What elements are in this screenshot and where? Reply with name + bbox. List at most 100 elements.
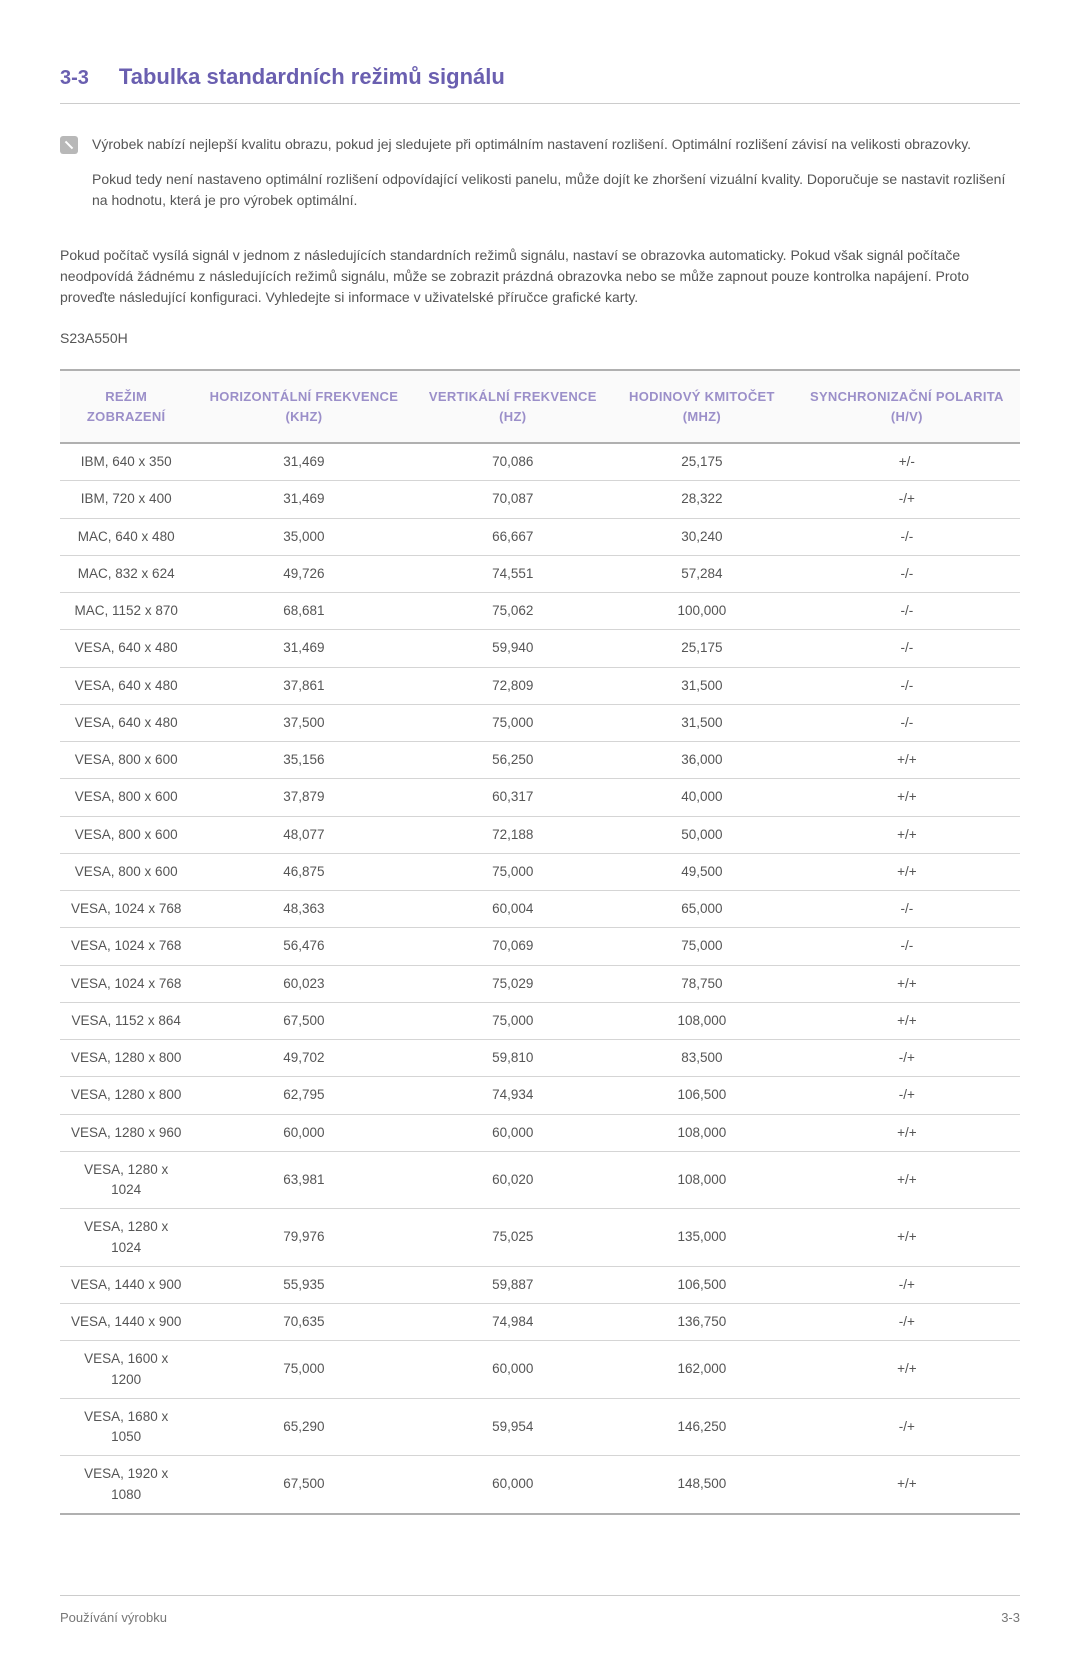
table-row: MAC, 1152 x 87068,68175,062100,000-/- [60, 593, 1020, 630]
table-cell: VESA, 1152 x 864 [60, 1002, 192, 1039]
table-cell: 74,984 [415, 1304, 610, 1341]
table-cell: VESA, 1600 x 1200 [60, 1341, 192, 1399]
table-cell: -/- [794, 593, 1020, 630]
table-cell: VESA, 1680 x 1050 [60, 1398, 192, 1456]
table-cell: +/+ [794, 1209, 1020, 1267]
table-row: VESA, 1440 x 90070,63574,984136,750-/+ [60, 1304, 1020, 1341]
table-cell: -/+ [794, 1304, 1020, 1341]
table-cell: 75,000 [610, 928, 794, 965]
table-cell: -/- [794, 704, 1020, 741]
table-cell: 40,000 [610, 779, 794, 816]
table-cell: -/- [794, 891, 1020, 928]
table-cell: 30,240 [610, 518, 794, 555]
table-cell: 37,861 [192, 667, 415, 704]
table-cell: 75,025 [415, 1209, 610, 1267]
table-cell: -/- [794, 667, 1020, 704]
table-cell: IBM, 720 x 400 [60, 481, 192, 518]
table-cell: 148,500 [610, 1456, 794, 1514]
table-cell: 72,188 [415, 816, 610, 853]
table-cell: 60,020 [415, 1151, 610, 1209]
table-cell: 66,667 [415, 518, 610, 555]
table-cell: VESA, 640 x 480 [60, 630, 192, 667]
table-cell: 146,250 [610, 1398, 794, 1456]
table-row: IBM, 640 x 35031,46970,08625,175+/- [60, 443, 1020, 481]
table-row: MAC, 832 x 62449,72674,55157,284-/- [60, 555, 1020, 592]
table-cell: 100,000 [610, 593, 794, 630]
table-cell: VESA, 640 x 480 [60, 704, 192, 741]
table-cell: 60,004 [415, 891, 610, 928]
table-cell: 50,000 [610, 816, 794, 853]
table-cell: 78,750 [610, 965, 794, 1002]
table-cell: 108,000 [610, 1114, 794, 1151]
table-cell: +/- [794, 443, 1020, 481]
table-cell: 37,500 [192, 704, 415, 741]
table-cell: 25,175 [610, 443, 794, 481]
table-cell: VESA, 1920 x 1080 [60, 1456, 192, 1514]
table-cell: 65,290 [192, 1398, 415, 1456]
body-paragraph: Pokud počítač vysílá signál v jednom z n… [60, 245, 1020, 308]
table-row: VESA, 1280 x 80062,79574,934106,500-/+ [60, 1077, 1020, 1114]
table-row: VESA, 800 x 60037,87960,31740,000+/+ [60, 779, 1020, 816]
table-cell: -/+ [794, 1077, 1020, 1114]
table-row: VESA, 640 x 48031,46959,94025,175-/- [60, 630, 1020, 667]
table-row: VESA, 1152 x 86467,50075,000108,000+/+ [60, 1002, 1020, 1039]
table-cell: +/+ [794, 853, 1020, 890]
table-cell: 31,469 [192, 481, 415, 518]
table-cell: 136,750 [610, 1304, 794, 1341]
table-cell: 108,000 [610, 1151, 794, 1209]
table-cell: -/- [794, 555, 1020, 592]
table-cell: 60,000 [192, 1114, 415, 1151]
note-block: Výrobek nabízí nejlepší kvalitu obrazu, … [60, 134, 1020, 225]
table-cell: 75,000 [415, 1002, 610, 1039]
table-cell: +/+ [794, 965, 1020, 1002]
table-cell: 65,000 [610, 891, 794, 928]
table-cell: 56,250 [415, 742, 610, 779]
table-cell: 83,500 [610, 1040, 794, 1077]
table-cell: VESA, 1024 x 768 [60, 965, 192, 1002]
table-row: VESA, 1280 x 102463,98160,020108,000+/+ [60, 1151, 1020, 1209]
table-cell: 35,156 [192, 742, 415, 779]
table-cell: 75,000 [415, 704, 610, 741]
table-cell: 62,795 [192, 1077, 415, 1114]
model-name: S23A550H [60, 328, 1020, 349]
note-para-2: Pokud tedy není nastaveno optimální rozl… [92, 169, 1020, 211]
table-cell: 75,000 [415, 853, 610, 890]
signal-modes-table: REŽIM ZOBRAZENÍ HORIZONTÁLNÍ FREKVENCE (… [60, 369, 1020, 1515]
table-cell: VESA, 640 x 480 [60, 667, 192, 704]
table-cell: VESA, 1280 x 1024 [60, 1151, 192, 1209]
table-cell: 59,940 [415, 630, 610, 667]
page-footer: Používání výrobku 3-3 [60, 1595, 1020, 1628]
table-row: VESA, 1024 x 76860,02375,02978,750+/+ [60, 965, 1020, 1002]
table-cell: 48,363 [192, 891, 415, 928]
table-cell: 31,469 [192, 630, 415, 667]
table-row: VESA, 1440 x 90055,93559,887106,500-/+ [60, 1266, 1020, 1303]
table-cell: IBM, 640 x 350 [60, 443, 192, 481]
table-cell: 55,935 [192, 1266, 415, 1303]
table-cell: +/+ [794, 1002, 1020, 1039]
table-cell: 59,810 [415, 1040, 610, 1077]
table-cell: 31,469 [192, 443, 415, 481]
col-pixelclock: HODINOVÝ KMITOČET (MHZ) [610, 370, 794, 443]
table-cell: VESA, 800 x 600 [60, 853, 192, 890]
table-cell: +/+ [794, 779, 1020, 816]
table-cell: 57,284 [610, 555, 794, 592]
table-cell: 60,000 [415, 1114, 610, 1151]
table-cell: +/+ [794, 1456, 1020, 1514]
footer-right: 3-3 [1001, 1608, 1020, 1628]
table-cell: 49,500 [610, 853, 794, 890]
table-cell: 35,000 [192, 518, 415, 555]
table-row: VESA, 1280 x 102479,97675,025135,000+/+ [60, 1209, 1020, 1267]
table-cell: 108,000 [610, 1002, 794, 1039]
table-cell: 68,681 [192, 593, 415, 630]
table-cell: -/+ [794, 481, 1020, 518]
table-row: VESA, 1024 x 76848,36360,00465,000-/- [60, 891, 1020, 928]
table-cell: 31,500 [610, 704, 794, 741]
table-cell: 37,879 [192, 779, 415, 816]
table-row: VESA, 1920 x 108067,50060,000148,500+/+ [60, 1456, 1020, 1514]
table-cell: 60,000 [415, 1341, 610, 1399]
table-cell: 28,322 [610, 481, 794, 518]
table-cell: 106,500 [610, 1077, 794, 1114]
table-body: IBM, 640 x 35031,46970,08625,175+/-IBM, … [60, 443, 1020, 1514]
table-cell: 75,000 [192, 1341, 415, 1399]
table-row: VESA, 800 x 60048,07772,18850,000+/+ [60, 816, 1020, 853]
